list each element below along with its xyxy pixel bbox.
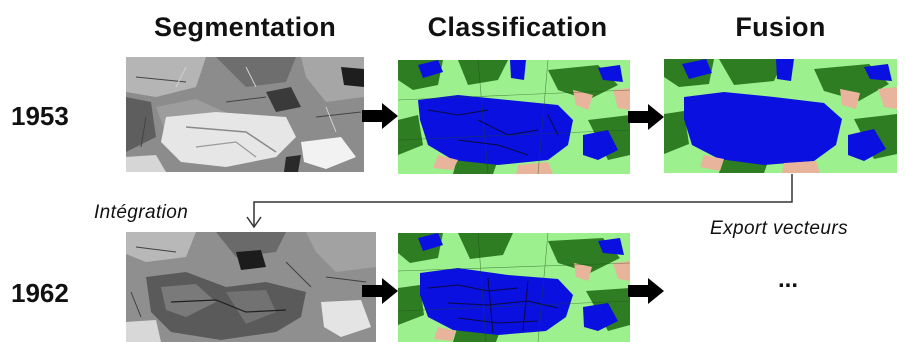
classification-image-1953: [398, 60, 630, 174]
year-label-1953: 1953: [11, 101, 69, 131]
header-segmentation: Segmentation: [153, 12, 337, 42]
export-vecteurs-label: Export vecteurs: [710, 218, 848, 239]
arrow-right-icon: [362, 278, 398, 304]
arrow-right-icon: [628, 104, 664, 130]
segmentation-image-1962: [126, 232, 376, 342]
segmentation-image-1953: [126, 57, 364, 172]
continuation-ellipsis: ...: [778, 266, 799, 293]
classification-image-1962: [398, 233, 630, 342]
year-label-1962: 1962: [11, 278, 69, 308]
elbow-arrow-icon: [246, 174, 793, 229]
header-classification: Classification: [427, 12, 608, 42]
arrow-right-icon: [362, 103, 398, 129]
header-fusion: Fusion: [735, 12, 826, 42]
arrow-right-icon: [628, 278, 664, 304]
fusion-image-1953: [664, 59, 897, 173]
integration-label: Intégration: [94, 202, 189, 223]
